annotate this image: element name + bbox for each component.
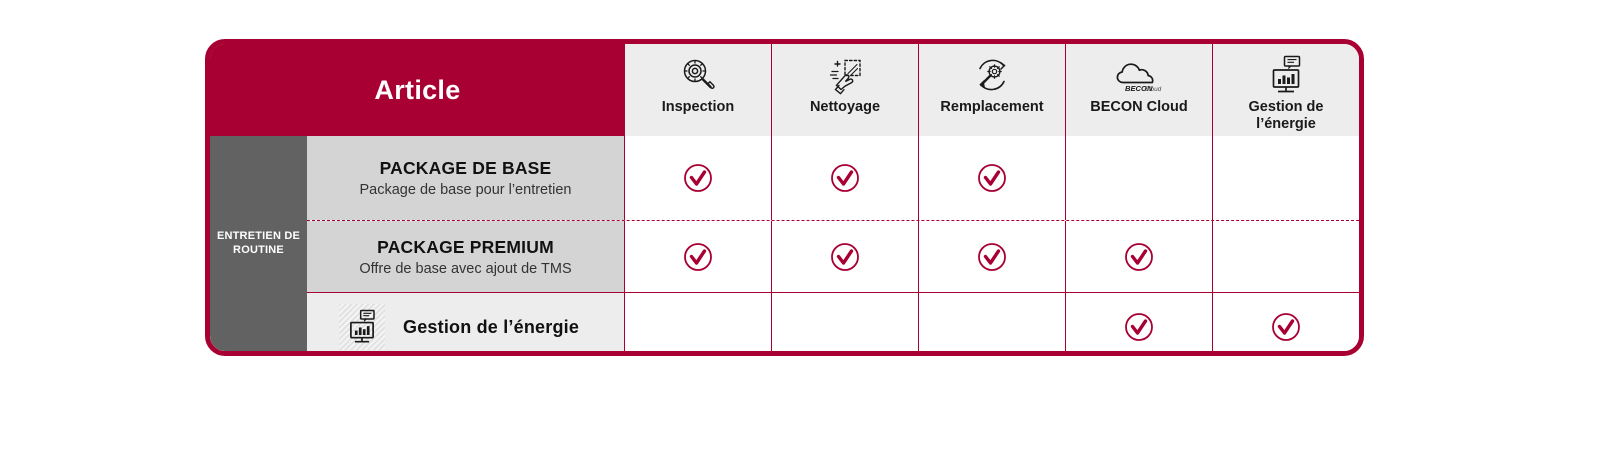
row-cells [625, 221, 1359, 292]
column-header-label: Remplacement [940, 99, 1044, 115]
cell-premium-gestion-energie [1212, 221, 1359, 292]
column-header-gestion-energie[interactable]: Gestion de l’énergie [1212, 44, 1359, 136]
cell-premium-becon-cloud [1065, 221, 1212, 292]
column-header-remplacement[interactable]: Remplacement [918, 44, 1065, 136]
cell-premium-inspection [625, 221, 771, 292]
row-subtitle: Package de base pour l’entretien [359, 182, 572, 198]
row-label-gestion-energie: Gestion de l’énergie [307, 293, 625, 351]
table-row: PACKAGE PREMIUM Offre de base avec ajout… [307, 221, 1359, 293]
column-header-nettoyage[interactable]: Nettoyage [771, 44, 918, 136]
check-circle-icon [1125, 242, 1153, 271]
cell-base-becon-cloud [1065, 136, 1212, 220]
column-header-becon-cloud[interactable]: BECON Cloud BECON Cloud [1065, 44, 1212, 136]
gear-replace-icon [972, 53, 1012, 97]
header-columns: Inspection [625, 44, 1359, 136]
category-band-label: ENTRETIEN DE ROUTINE [216, 229, 301, 256]
cell-energie-gestion-energie [1212, 293, 1359, 351]
row-label-package-de-base: PACKAGE DE BASE Package de base pour l’e… [307, 136, 625, 220]
table-header-row: Article [210, 44, 1359, 136]
column-header-label: Inspection [661, 99, 735, 115]
cell-energie-inspection [625, 293, 771, 351]
energy-monitor-icon [1268, 53, 1304, 97]
energy-monitor-icon [339, 304, 385, 350]
becon-cloud-icon: BECON Cloud [1111, 53, 1167, 97]
magnifier-gear-icon [678, 53, 718, 97]
cell-premium-nettoyage [771, 221, 918, 292]
cell-energie-nettoyage [771, 293, 918, 351]
row-subtitle: Offre de base avec ajout de TMS [359, 260, 572, 277]
table-frame: Article [205, 39, 1364, 356]
check-circle-icon [1272, 313, 1300, 341]
cell-base-gestion-energie [1212, 136, 1359, 220]
row-title: PACKAGE DE BASE [379, 158, 552, 178]
cell-base-nettoyage [771, 136, 918, 220]
table-rows: PACKAGE DE BASE Package de base pour l’e… [307, 136, 1359, 351]
check-circle-icon [831, 242, 859, 271]
header-article-cell: Article [210, 44, 625, 136]
row-cells [625, 293, 1359, 351]
category-band-entretien-de-routine: ENTRETIEN DE ROUTINE [210, 136, 307, 351]
check-circle-icon [831, 164, 859, 192]
table-row: Gestion de l’énergie [307, 293, 1359, 351]
column-header-inspection[interactable]: Inspection [625, 44, 771, 136]
check-circle-icon [684, 242, 712, 271]
becon-cloud-icon-text-2: Cloud [1145, 86, 1162, 93]
check-circle-icon [978, 242, 1006, 271]
check-circle-icon [1125, 313, 1153, 341]
table-body: ENTRETIEN DE ROUTINE PACKAGE DE BASE Pac… [210, 136, 1359, 351]
cell-base-remplacement [918, 136, 1065, 220]
table-row: PACKAGE DE BASE Package de base pour l’e… [307, 136, 1359, 221]
row-title: Gestion de l’énergie [403, 316, 580, 337]
row-cells [625, 136, 1359, 220]
cell-base-inspection [625, 136, 771, 220]
service-package-comparison-table: Article [205, 39, 1364, 356]
cleaning-wipe-icon [825, 53, 865, 97]
header-article-label: Article [374, 74, 461, 105]
row-label-package-premium: PACKAGE PREMIUM Offre de base avec ajout… [307, 221, 625, 292]
column-header-label: BECON Cloud [1090, 99, 1188, 115]
check-circle-icon [978, 164, 1006, 192]
row-title: PACKAGE PREMIUM [377, 236, 554, 257]
cell-energie-becon-cloud [1065, 293, 1212, 351]
check-circle-icon [684, 164, 712, 192]
cell-energie-remplacement [918, 293, 1065, 351]
column-header-label: Nettoyage [809, 99, 881, 115]
becon-cloud-icon-text: BECON [1125, 84, 1153, 93]
cell-premium-remplacement [918, 221, 1065, 292]
column-header-label: Gestion de l’énergie [1248, 99, 1324, 132]
